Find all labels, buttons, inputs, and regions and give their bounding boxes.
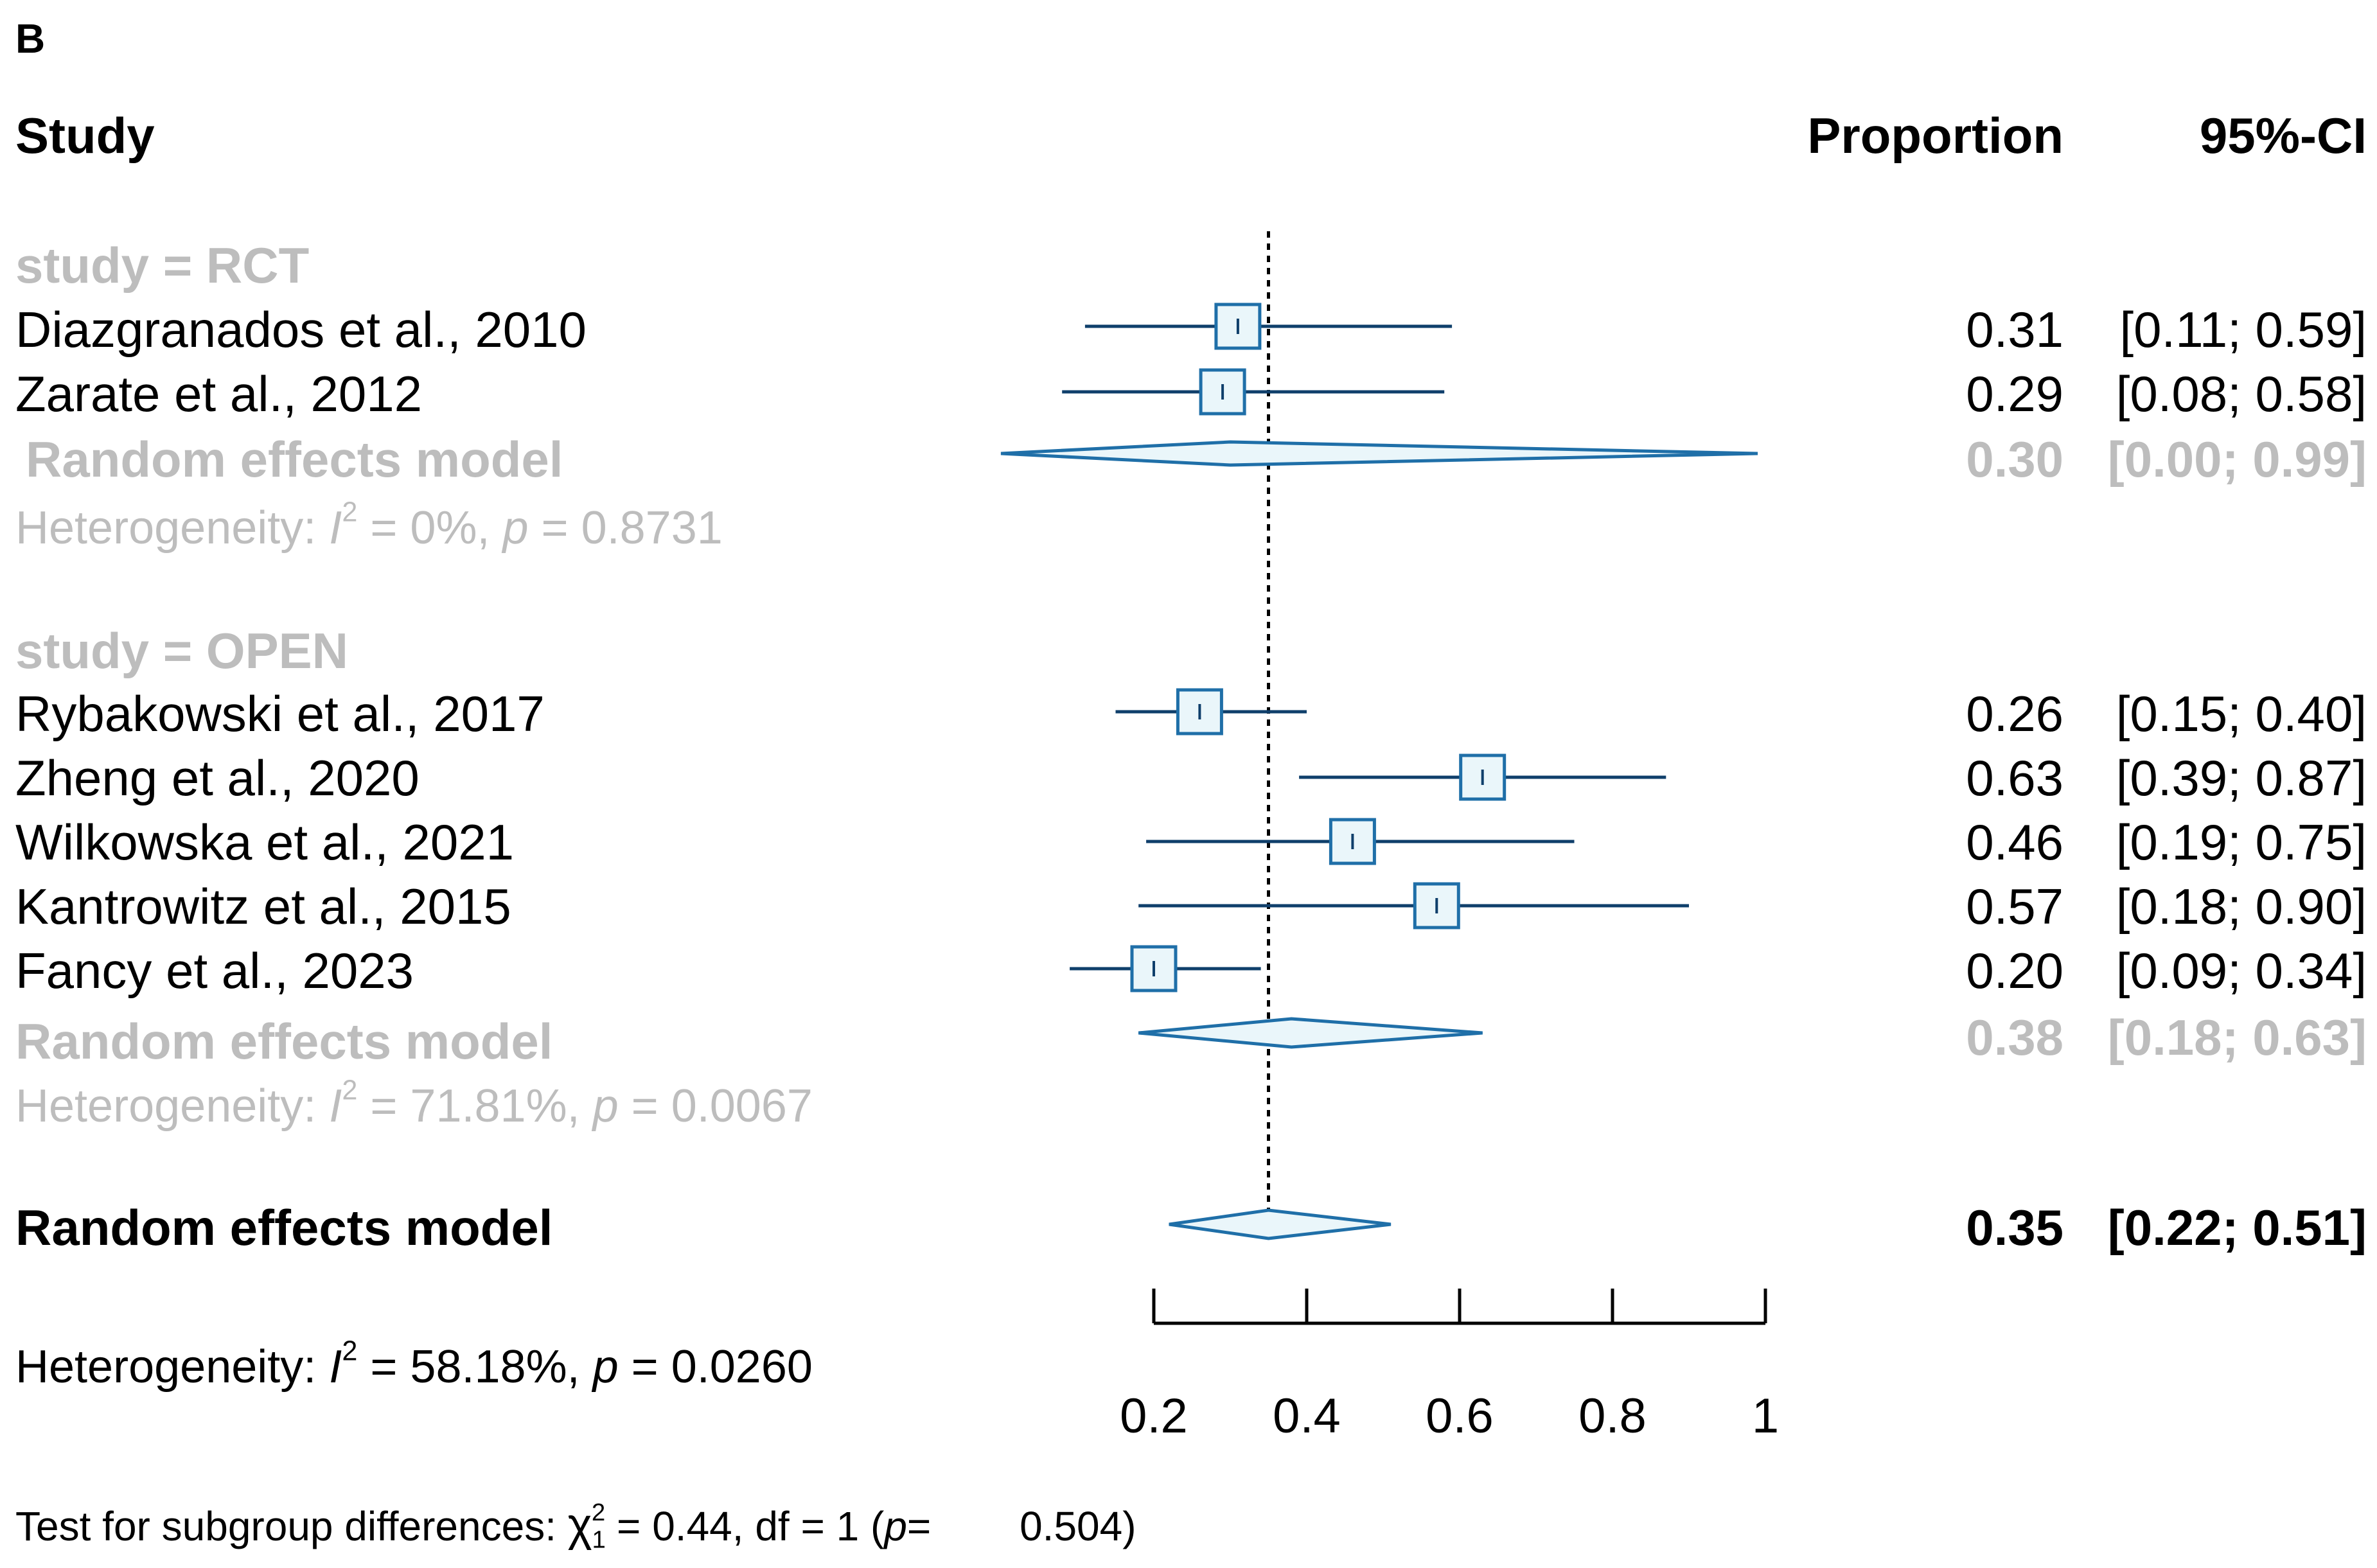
- study-box: [1413, 882, 1460, 929]
- study-proportion: 0.46: [1966, 814, 2063, 870]
- study-box: [1329, 818, 1376, 865]
- model-ci-rct: [0.00; 0.99]: [2107, 431, 2367, 488]
- study-ci: [0.08; 0.58]: [2116, 366, 2367, 422]
- model-ci-open: [0.18; 0.63]: [2107, 1009, 2367, 1066]
- pooled-diamond: [1169, 1208, 1392, 1240]
- study-ci: [0.18; 0.90]: [2116, 878, 2367, 935]
- x-tick-label: 0.2: [1120, 1389, 1188, 1443]
- study-proportion: 0.26: [1966, 685, 2063, 742]
- overall-model-label: Random effects model: [15, 1199, 553, 1256]
- model-proportion-open: 0.38: [1966, 1009, 2063, 1066]
- model-label-rct: Random effects model: [26, 431, 563, 488]
- study-proportion: 0.31: [1966, 301, 2063, 358]
- study-ci: [0.39; 0.87]: [2116, 750, 2367, 806]
- study-proportion: 0.63: [1966, 750, 2063, 806]
- pooled-diamond: [1000, 440, 1758, 467]
- heterogeneity-open: Heterogeneity: I2 = 71.81%, p = 0.0067: [15, 1075, 813, 1132]
- study-proportion: 0.57: [1966, 878, 2063, 935]
- header-ci: 95%-CI: [2199, 107, 2367, 164]
- panel-label: B: [15, 15, 46, 62]
- study-name: Zarate et al., 2012: [15, 366, 423, 422]
- study-name: Rybakowski et al., 2017: [15, 685, 545, 742]
- x-tick-label: 1: [1752, 1389, 1779, 1443]
- model-label-open: Random effects model: [15, 1013, 553, 1070]
- study-ci: [0.11; 0.59]: [2119, 301, 2367, 358]
- heterogeneity-overall: Heterogeneity: I2 = 58.18%, p = 0.0260: [15, 1335, 813, 1393]
- study-ci: [0.09; 0.34]: [2116, 942, 2367, 999]
- heterogeneity-rct: Heterogeneity: I2 = 0%, p = 0.8731: [15, 497, 723, 554]
- study-name: Zheng et al., 2020: [15, 750, 420, 806]
- header-study: Study: [15, 107, 155, 164]
- study-ci: [0.15; 0.40]: [2116, 685, 2367, 742]
- model-proportion-rct: 0.30: [1966, 431, 2063, 488]
- pooled-diamond: [1138, 1017, 1483, 1049]
- overall-proportion: 0.35: [1966, 1199, 2063, 1256]
- x-tick-label: 0.4: [1273, 1389, 1341, 1443]
- overall-ci: [0.22; 0.51]: [2107, 1199, 2367, 1256]
- subgroup-label-open: study = OPEN: [15, 622, 348, 679]
- subgroup-test: Test for subgroup differences: χ12 = 0.4…: [15, 1499, 1136, 1554]
- study-name: Wilkowska et al., 2021: [15, 814, 515, 870]
- x-tick-label: 0.6: [1426, 1389, 1494, 1443]
- study-name: Diazgranados et al., 2010: [15, 301, 587, 358]
- subgroup-label-rct: study = RCT: [15, 237, 310, 294]
- study-name: Fancy et al., 2023: [15, 942, 414, 999]
- study-proportion: 0.29: [1966, 366, 2063, 422]
- header-proportion: Proportion: [1807, 107, 2063, 164]
- x-tick-label: 0.8: [1578, 1389, 1647, 1443]
- study-proportion: 0.20: [1966, 942, 2063, 999]
- study-name: Kantrowitz et al., 2015: [15, 878, 511, 935]
- study-box: [1199, 368, 1246, 416]
- study-ci: [0.19; 0.75]: [2116, 814, 2367, 870]
